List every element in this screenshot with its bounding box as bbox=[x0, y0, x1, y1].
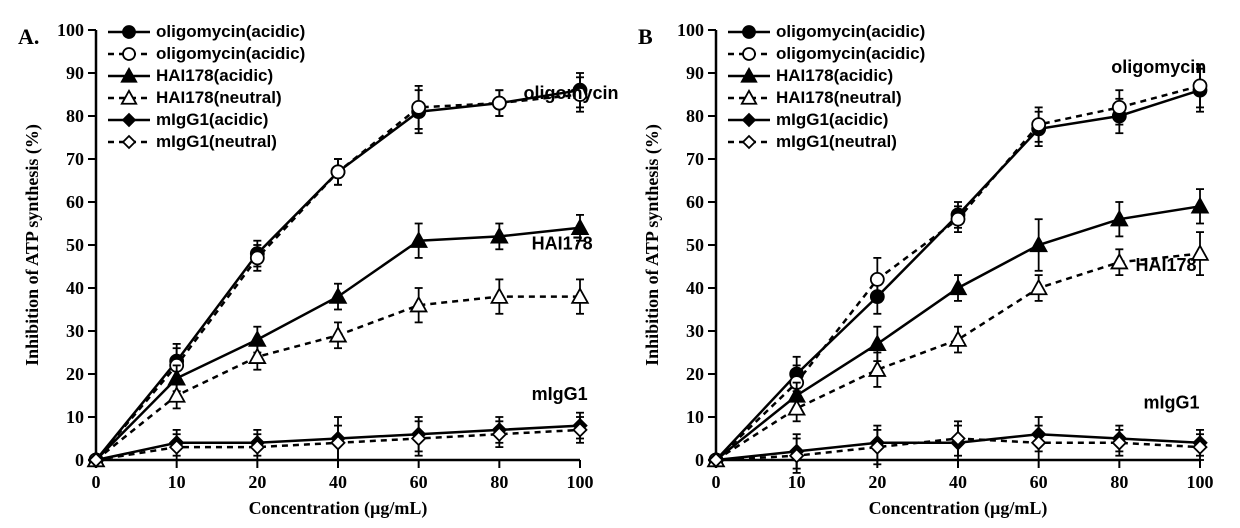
legend-label: oligomycin(acidic) bbox=[776, 22, 925, 41]
series-annotation: mIgG1 bbox=[532, 384, 588, 404]
x-tick-label: 60 bbox=[1030, 472, 1048, 492]
series-annotation: oligomycin bbox=[1111, 57, 1206, 77]
y-tick-label: 10 bbox=[66, 407, 84, 427]
y-tick-label: 90 bbox=[66, 63, 84, 83]
y-tick-label: 50 bbox=[66, 235, 84, 255]
x-axis-title: Concentration (µg/mL) bbox=[249, 498, 428, 519]
y-axis-title: Inhibition of ATP synthesis (%) bbox=[22, 124, 43, 366]
y-tick-label: 60 bbox=[686, 192, 704, 212]
x-tick-label: 80 bbox=[1110, 472, 1128, 492]
y-tick-label: 30 bbox=[686, 321, 704, 341]
panel-label: A. bbox=[18, 24, 39, 49]
legend-label: oligomycin(acidic) bbox=[156, 22, 305, 41]
x-tick-label: 0 bbox=[92, 472, 101, 492]
legend-label: mIgG1(neutral) bbox=[776, 132, 897, 151]
panel-label: B bbox=[638, 24, 653, 49]
y-tick-label: 20 bbox=[686, 364, 704, 384]
y-tick-label: 30 bbox=[66, 321, 84, 341]
legend-label: HAI178(acidic) bbox=[776, 66, 893, 85]
y-tick-label: 70 bbox=[66, 149, 84, 169]
legend-label: HAI178(acidic) bbox=[156, 66, 273, 85]
series-annotation: HAI178 bbox=[1135, 255, 1196, 275]
series-annotation: HAI178 bbox=[532, 233, 593, 253]
y-tick-label: 90 bbox=[686, 63, 704, 83]
chart-panel-b: B 0 10 20 30 40 50 60 70 80 90 100 0 10 20 40 60 80 100 Con… bbox=[620, 0, 1240, 528]
legend-label: oligomycin(acidic) bbox=[156, 44, 305, 63]
y-tick-label: 60 bbox=[66, 192, 84, 212]
legend-label: HAI178(neutral) bbox=[156, 88, 282, 107]
x-tick-label: 80 bbox=[490, 472, 508, 492]
y-tick-label: 0 bbox=[695, 450, 704, 470]
y-tick-label: 80 bbox=[686, 106, 704, 126]
series-annotation: oligomycin bbox=[524, 83, 619, 103]
x-tick-label: 40 bbox=[949, 472, 967, 492]
y-tick-label: 50 bbox=[686, 235, 704, 255]
y-tick-label: 70 bbox=[686, 149, 704, 169]
y-tick-label: 100 bbox=[57, 20, 84, 40]
legend-label: mIgG1(acidic) bbox=[156, 110, 268, 129]
legend-label: mIgG1(neutral) bbox=[156, 132, 277, 151]
x-tick-label: 40 bbox=[329, 472, 347, 492]
y-tick-label: 80 bbox=[66, 106, 84, 126]
x-tick-label: 0 bbox=[712, 472, 721, 492]
x-tick-label: 60 bbox=[410, 472, 428, 492]
x-axis-title: Concentration (µg/mL) bbox=[869, 498, 1048, 519]
y-tick-label: 40 bbox=[686, 278, 704, 298]
x-tick-label: 20 bbox=[868, 472, 886, 492]
y-tick-label: 20 bbox=[66, 364, 84, 384]
x-tick-label: 10 bbox=[788, 472, 806, 492]
y-tick-label: 0 bbox=[75, 450, 84, 470]
y-tick-label: 10 bbox=[686, 407, 704, 427]
legend-label: mIgG1(acidic) bbox=[776, 110, 888, 129]
y-tick-label: 40 bbox=[66, 278, 84, 298]
x-tick-label: 100 bbox=[1187, 472, 1214, 492]
legend-label: HAI178(neutral) bbox=[776, 88, 902, 107]
x-tick-label: 20 bbox=[248, 472, 266, 492]
series-annotation: mIgG1 bbox=[1144, 392, 1200, 412]
y-tick-label: 100 bbox=[677, 20, 704, 40]
legend: oligomycin(acidic) oligomycin(acidic) HAI1… bbox=[728, 22, 925, 151]
y-axis-title: Inhibition of ATP synthesis (%) bbox=[642, 124, 663, 366]
chart-panel-a: A. 0 10 20 30 40 50 60 70 80 90 100 0 10 20 40 60 80 100 Co… bbox=[0, 0, 620, 528]
x-tick-label: 10 bbox=[168, 472, 186, 492]
x-tick-label: 100 bbox=[567, 472, 594, 492]
legend-label: oligomycin(acidic) bbox=[776, 44, 925, 63]
legend: oligomycin(acidic) oligomycin(acidic) HAI1… bbox=[108, 22, 305, 151]
